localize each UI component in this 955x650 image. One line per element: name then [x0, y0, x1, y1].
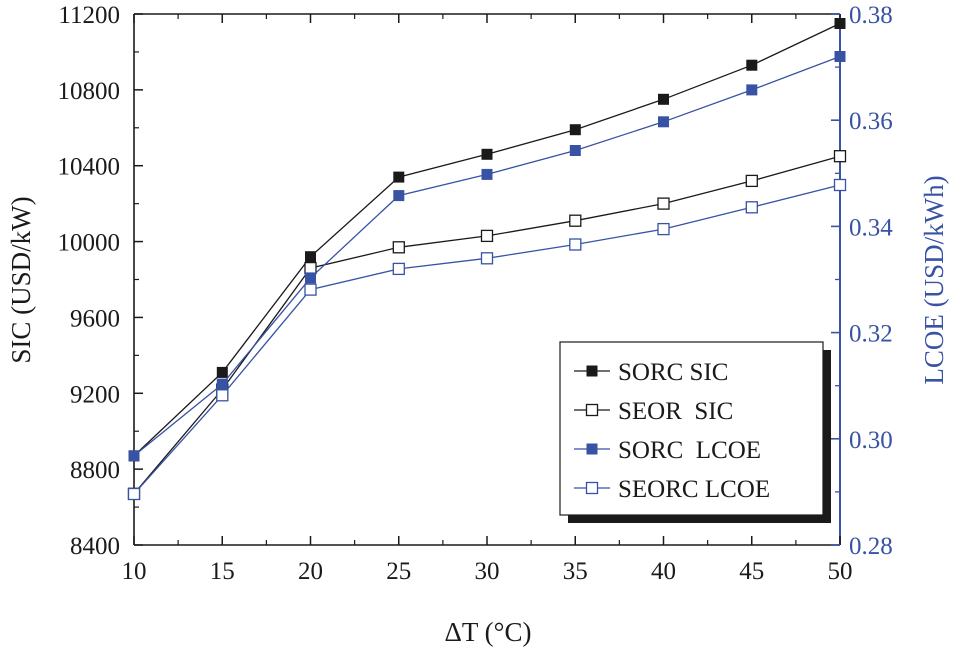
x-tick-label: 40: [651, 558, 676, 585]
legend-label: SORC LCOE: [618, 437, 761, 464]
y-right-tick-label: 0.36: [849, 108, 893, 135]
data-point: [833, 178, 847, 192]
data-point: [480, 229, 494, 243]
data-point: [746, 84, 758, 96]
legend-marker: [585, 403, 599, 417]
data-point: [304, 261, 317, 275]
y-left-tick-label: 11200: [58, 2, 120, 29]
y-left-tick-label: 10000: [58, 230, 121, 257]
legend: SORC SIC SEOR SIC SORC LCOE SEORC LCOE: [559, 341, 831, 523]
x-axis: 10 15 20 25 30 35 40 45 50: [122, 14, 853, 585]
data-point: [569, 145, 581, 156]
x-tick-label: 30: [475, 558, 500, 585]
y-left-tick-label: 9200: [70, 381, 120, 408]
data-point: [128, 450, 140, 462]
y-left-tick-label: 10400: [58, 154, 121, 181]
y-right-tick-label: 0.30: [849, 427, 893, 454]
data-point: [480, 252, 494, 265]
legend-marker: [585, 481, 599, 495]
data-point: [481, 168, 493, 180]
x-tick-label: 50: [828, 558, 853, 585]
x-tick-label: 10: [122, 558, 147, 585]
data-point: [834, 51, 846, 62]
legend-marker: [586, 365, 598, 377]
data-point: [745, 201, 758, 214]
y-axis-right: 0.28 0.30 0.32 0.34 0.36 0.38: [831, 2, 893, 560]
data-point: [392, 262, 405, 276]
y-axis-right-title: LCOE (USD/kWh): [919, 175, 949, 384]
y-left-tick-label: 8400: [70, 533, 120, 560]
data-point: [834, 18, 846, 29]
x-tick-label: 15: [210, 558, 235, 585]
x-tick-label: 20: [298, 558, 323, 585]
x-tick-label: 35: [563, 558, 588, 585]
y-left-tick-label: 9600: [70, 305, 120, 332]
data-point: [657, 222, 670, 236]
data-point: [658, 93, 669, 105]
data-point: [304, 283, 317, 296]
data-point: [305, 251, 316, 263]
data-point: [569, 238, 582, 251]
y-right-tick-label: 0.38: [849, 2, 893, 29]
legend-label: SEORC LCOE: [618, 476, 770, 503]
data-point: [216, 366, 228, 378]
data-point: [393, 171, 405, 183]
data-point: [216, 378, 228, 390]
data-point: [657, 197, 670, 210]
series-3: [127, 178, 847, 501]
x-tick-label: 25: [386, 558, 411, 585]
data-point: [127, 487, 141, 501]
data-point: [658, 116, 669, 128]
data-point: [216, 389, 229, 402]
series-layer: [127, 18, 847, 501]
data-point: [393, 190, 405, 202]
y-axis-left: 8400 8800 9200 9600 10000 10400 10800 11200: [58, 2, 143, 560]
data-point: [569, 124, 581, 136]
data-point: [305, 272, 316, 284]
x-axis-title: ΔT (°C): [445, 617, 532, 647]
y-left-tick-label: 8800: [70, 457, 120, 484]
data-point: [746, 59, 758, 71]
data-point: [481, 148, 493, 160]
y-left-tick-label: 10800: [58, 78, 121, 105]
y-right-tick-label: 0.28: [849, 533, 893, 560]
y-right-tick-label: 0.34: [849, 214, 893, 241]
legend-label: SORC SIC: [618, 359, 728, 386]
y-right-tick-label: 0.32: [849, 321, 893, 348]
data-point: [392, 241, 405, 254]
data-point: [569, 214, 582, 227]
data-point: [745, 174, 758, 188]
legend-label: SEOR SIC: [618, 398, 733, 425]
legend-marker: [586, 443, 598, 455]
series-2: [128, 51, 846, 462]
y-axis-left-title: SIC (USD/kW): [6, 196, 36, 363]
x-tick-label: 45: [739, 558, 764, 585]
data-point: [833, 150, 847, 163]
